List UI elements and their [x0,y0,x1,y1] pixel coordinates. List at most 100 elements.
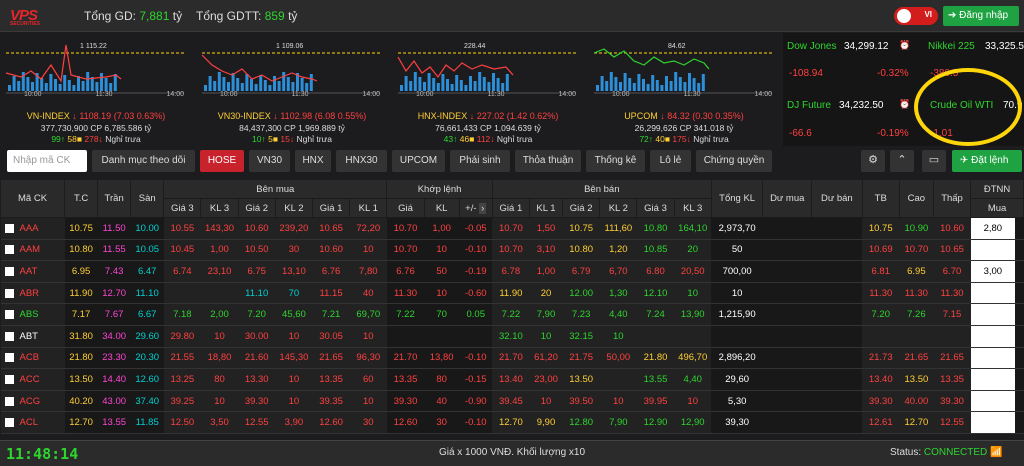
index-chart-4[interactable]: 84.62 10:00 11:30 14:00 UPCOM ↓ 84.32 (0.3… [588,33,780,146]
header-sell-price-2[interactable]: Giá 2 [562,198,601,218]
cell: 10 [424,282,460,305]
vps-logo[interactable]: VPS SECURITIES [10,7,41,27]
gear-icon[interactable]: ⚙ [861,150,885,172]
search-input[interactable]: Nhập mã CK [7,150,87,172]
header-total-volume[interactable]: Tổng KL [710,179,764,218]
tab-watchlist[interactable]: Danh mục theo dõi [92,150,195,172]
cell: 10.85 [636,239,675,262]
header-buy-vol-1[interactable]: KL 1 [349,198,388,218]
header-ref[interactable]: T.C [64,179,99,218]
header-low[interactable]: Thấp [932,179,972,218]
table-row[interactable]: ABT 31.80 34.00 29.60 29.80 10 30.00 10 30.05 10 3… [0,325,1024,348]
header-match-vol[interactable]: KL [423,198,460,218]
index-breadth: 43↑ 46■ 112↓ Nghỉ trưa [443,134,533,144]
table-row[interactable]: ACL 12.70 13.55 11.85 12.50 3,50 12.55 3,90 12.6… [0,411,1024,434]
row-checkbox[interactable] [4,288,14,298]
cell [386,325,425,348]
table-row[interactable]: AAM 10.80 11.55 10.05 10.45 1,00 10.50 30 10.60 1… [0,239,1024,262]
cell: 10.75 [862,217,900,240]
highlight-circle [914,68,1022,146]
header-sell-vol-3[interactable]: KL 3 [673,198,712,218]
tab-vn30[interactable]: VN30 [249,150,290,172]
header-sell-price-1[interactable]: Giá 1 [491,198,530,218]
cell: 11.30 [862,282,900,305]
header-match-price[interactable]: Giá [386,198,425,218]
tab-hnx30[interactable]: HNX30 [336,150,387,172]
row-checkbox[interactable] [4,396,14,406]
tab-negotiation[interactable]: Thỏa thuận [515,150,581,172]
table-row[interactable]: ACB 21.80 23.30 20.30 21.55 18,80 21.60 145,30 2… [0,347,1024,370]
row-checkbox[interactable] [4,310,14,320]
table-row[interactable]: AAT 6.95 7.43 6.47 6.74 23,10 6.75 13,10 6.76 7,8… [0,260,1024,283]
header-buy-vol-3[interactable]: KL 3 [200,198,239,218]
header-buy-price-2[interactable]: Giá 2 [237,198,276,218]
row-checkbox[interactable] [4,223,14,233]
cell: 7.22 [386,303,425,326]
chevron-up-icon[interactable]: ⌃ [890,150,914,172]
table-row[interactable]: ABR 11.90 12.70 11.10 11.10 70 11.15 40 11.30 10-… [0,282,1024,305]
cell: 96,30 [349,347,387,370]
world-name[interactable]: Dow Jones [787,41,837,52]
header-foreign-buy[interactable]: Mua [970,198,1024,218]
expand-icon[interactable]: › [479,202,487,214]
header-ceiling[interactable]: Trần [97,179,132,218]
index-breadth: 10↑ 5■ 15↓ Nghỉ trưa [252,134,332,144]
tab-upcom[interactable]: UPCOM [392,150,445,172]
cell: 37.40 [130,390,164,413]
tab-statistics[interactable]: Thống kê [586,150,645,172]
cell: 21.70 [492,347,530,370]
login-icon: ➔ [948,10,957,21]
row-checkbox[interactable] [4,266,14,276]
tab-warrants[interactable]: Chứng quyền [696,150,772,172]
cell: 10.80 [636,217,675,240]
row-checkbox[interactable] [4,331,14,341]
cell: 11.50 [97,217,131,240]
cell [970,303,1016,326]
monitor-icon[interactable]: ▭ [922,150,946,172]
cell: 3,90 [275,411,313,434]
world-name[interactable]: DJ Future [787,100,831,111]
tab-derivatives[interactable]: Phái sinh [450,150,510,172]
cell: 21.80 [64,347,98,370]
index-chart-1[interactable]: 1 115.22 10:00 11:30 14:00 VN-INDEX ↓ 1108… [0,33,192,146]
header-floor[interactable]: Sàn [130,179,165,218]
header-buy-surplus[interactable]: Dư mua [762,179,813,218]
header-buy-price-1[interactable]: Giá 1 [311,198,351,218]
header-sell-vol-1[interactable]: KL 1 [528,198,564,218]
cell [811,217,863,240]
tab-hose[interactable]: HOSE [200,150,244,172]
cell: 12.60 [312,411,350,434]
row-checkbox[interactable] [4,418,14,428]
header-buy-price-3[interactable]: Giá 3 [163,198,202,218]
world-pct: -0.19% [877,128,909,139]
header-buy-vol-2[interactable]: KL 2 [274,198,313,218]
table-row[interactable]: AAA 10.75 11.50 10.00 10.55 143,30 10.60 239,20… [0,217,1024,240]
header-sell-surplus[interactable]: Dư bán [811,179,863,218]
header-high[interactable]: Cao [898,179,934,218]
cell-code: AAA [0,217,65,240]
group-match: Khớp lệnh [386,179,493,199]
login-button[interactable]: ➔ Đăng nhập [943,6,1019,26]
row-checkbox[interactable] [4,245,14,255]
row-checkbox[interactable] [4,374,14,384]
place-order-button[interactable]: ✈ Đặt lệnh [952,150,1022,172]
total-deal-volume: Tổng GDTT: 859 tỷ [196,9,298,23]
table-row[interactable]: ACG 40.20 43.00 37.40 39.25 10 39.30 10 39.35 10 3… [0,390,1024,413]
index-chart-2[interactable]: 1 109.06 10:00 11:30 14:00 VN30-INDEX ↓ 11… [196,33,388,146]
row-checkbox[interactable] [4,353,14,363]
tab-hnx[interactable]: HNX [295,150,331,172]
cell [811,368,863,391]
language-toggle[interactable]: VI [894,7,938,25]
header-match-change[interactable]: +/- › [458,198,493,218]
index-chart-3[interactable]: 228.44 10:00 11:30 14:00 HNX-INDEX ↓ 227.0… [392,33,584,146]
tab-odd-lot[interactable]: Lô lẻ [650,150,691,172]
header-avg[interactable]: TB [861,179,900,218]
header-sell-vol-2[interactable]: KL 2 [599,198,638,218]
cell: 23.30 [97,347,131,370]
header-code[interactable]: Mã CK [0,179,66,218]
header-sell-price-3[interactable]: Giá 3 [636,198,675,218]
cell: 4,40 [674,368,712,391]
table-row[interactable]: ABS 7.17 7.67 6.67 7.18 2,00 7.20 45,60 7.21 69,7… [0,303,1024,326]
table-row[interactable]: ACC 13.50 14.40 12.60 13.25 80 13.30 10 13.35 60 1… [0,368,1024,391]
world-name[interactable]: Nikkei 225 [928,41,975,52]
